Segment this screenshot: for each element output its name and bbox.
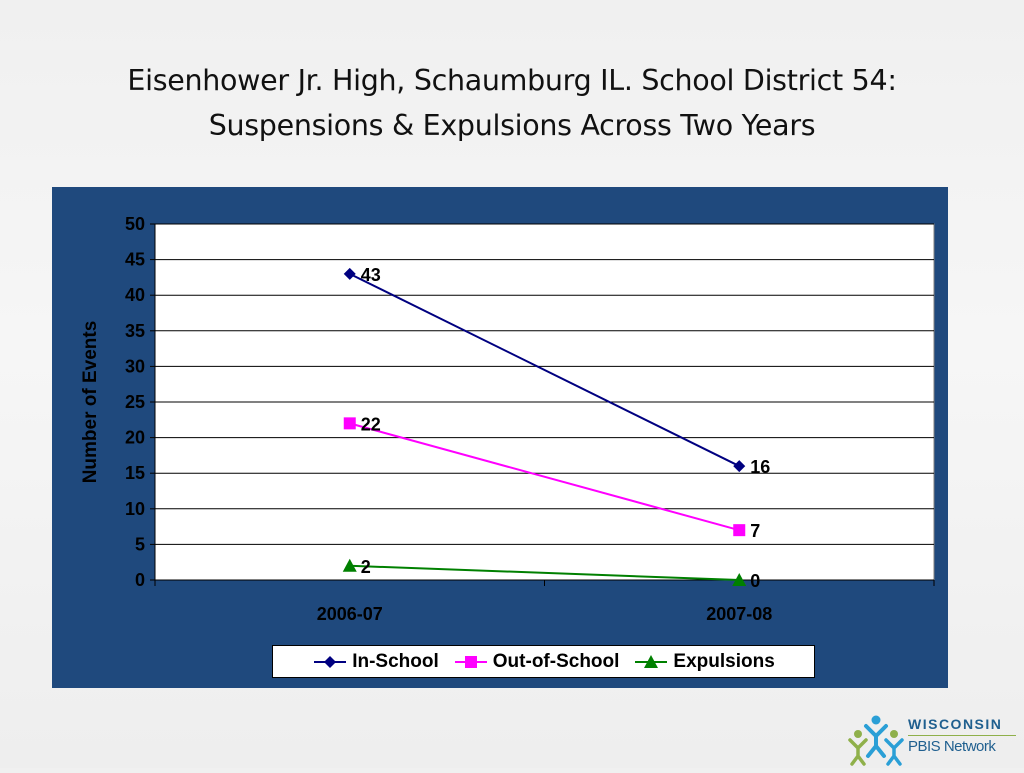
legend-swatch-expulsions: [635, 654, 668, 668]
data-label-expulsions: 0: [750, 571, 760, 591]
data-point-in-school: [343, 267, 356, 280]
chart-legend: In-School Out-of-School Expulsions: [272, 645, 815, 678]
legend-label-in-school: In-School: [352, 650, 439, 672]
data-label-out-of-school: 7: [750, 521, 760, 541]
y-axis-title: Number of Events: [80, 321, 101, 484]
data-label-expulsions: 2: [361, 557, 371, 577]
data-point-expulsions: [342, 558, 357, 572]
legend-item-in-school: In-School: [312, 651, 439, 673]
series-line-out-of-school: [349, 422, 740, 532]
data-point-out-of-school: [343, 417, 356, 430]
series-line-in-school: [349, 272, 740, 467]
x-tick-label: 2007-08: [706, 604, 772, 624]
wisconsin-pbis-logo: WISCONSIN PBIS Network: [848, 712, 1024, 768]
y-tick-label: 45: [125, 250, 145, 270]
legend-item-out-of-school: Out-of-School: [453, 650, 620, 673]
data-label-out-of-school: 22: [361, 414, 381, 434]
legend-label-expulsions: Expulsions: [673, 650, 775, 672]
y-tick-label: 25: [125, 392, 145, 412]
logo-divider: [908, 735, 1016, 736]
data-label-in-school: 16: [750, 457, 770, 477]
data-point-expulsions: [732, 573, 747, 586]
y-tick-label: 0: [135, 570, 145, 590]
logo-text-wisconsin: WISCONSIN: [908, 716, 1003, 732]
x-tick-label: 2006-07: [317, 604, 383, 624]
legend-swatch-in-school: [314, 655, 347, 668]
slide-title-line1: Eisenhower Jr. High, Schaumburg IL. Scho…: [127, 64, 897, 97]
y-tick-label: 5: [135, 534, 145, 554]
y-tick-label: 10: [125, 499, 145, 519]
logo-text-pbis-network: PBIS Network: [908, 738, 996, 755]
legend-label-out-of-school: Out-of-School: [492, 650, 620, 672]
data-point-out-of-school: [733, 524, 746, 537]
series-line-expulsions: [349, 564, 740, 581]
slide-title: Eisenhower Jr. High, Schaumburg IL. Scho…: [0, 58, 1024, 148]
data-label-in-school: 43: [361, 265, 381, 285]
legend-swatch-marker: [464, 655, 477, 668]
legend-swatch-marker: [644, 654, 659, 668]
y-tick-label: 50: [125, 214, 145, 234]
legend-item-expulsions: Expulsions: [633, 650, 775, 673]
chart-panel: 0 5 10 15 20 25 30 35 40 45 50 2006-07 2007-08 43 16…: [52, 187, 948, 688]
y-tick-label: 35: [125, 321, 145, 341]
legend-swatch-marker: [324, 655, 337, 668]
y-tick-label: 20: [125, 428, 145, 448]
slide-title-line2: Suspensions & Expulsions Across Two Year…: [208, 109, 816, 142]
y-tick-label: 30: [125, 356, 145, 376]
y-tick-label: 40: [125, 285, 145, 305]
legend-swatch-out-of-school: [454, 655, 487, 668]
y-tick-label: 15: [125, 463, 145, 483]
people-figures-icon: [848, 715, 904, 766]
data-point-in-school: [733, 460, 746, 473]
